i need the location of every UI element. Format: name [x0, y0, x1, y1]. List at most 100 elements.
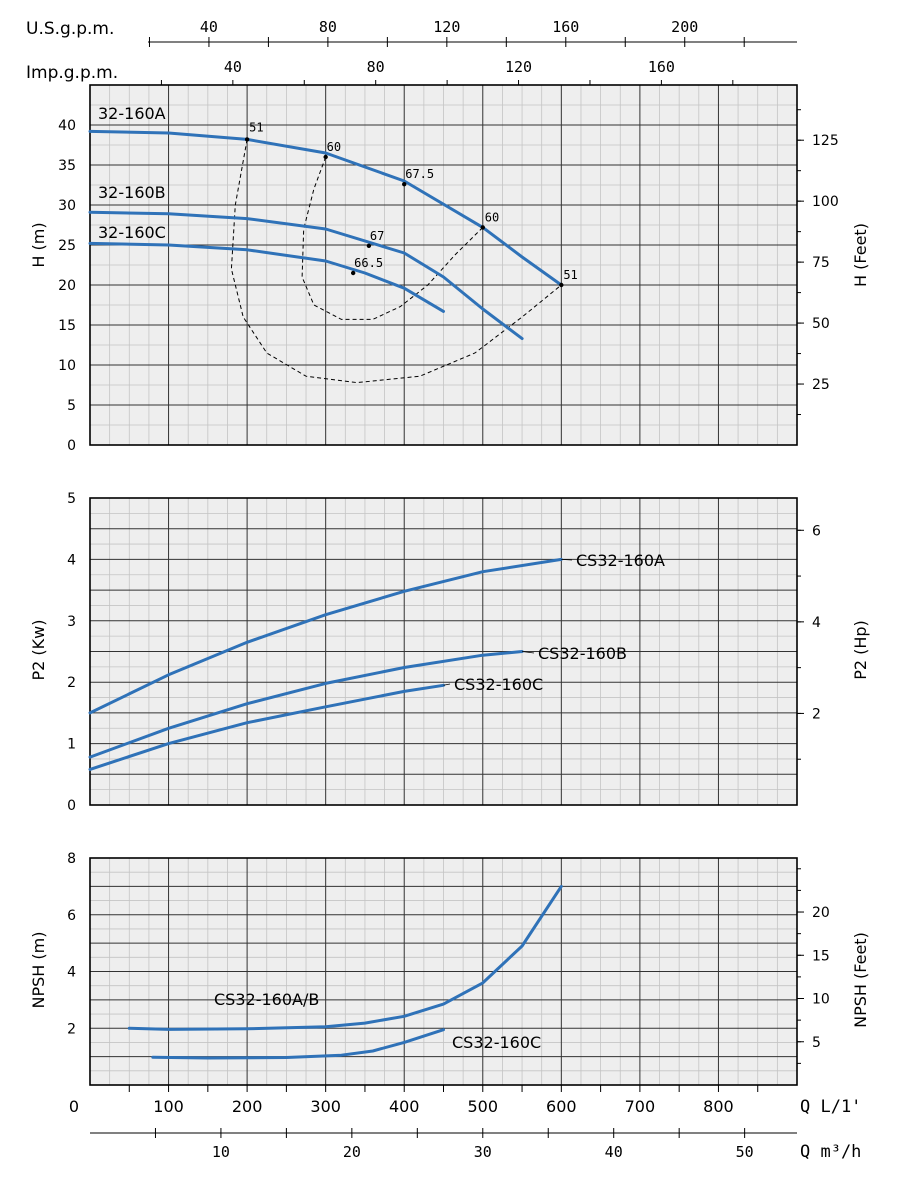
- power-y-tick-label: 3: [67, 614, 76, 630]
- series-label-cs32-160b: CS32-160B: [538, 644, 627, 663]
- q-m3h-tick-label: 10: [212, 1143, 230, 1161]
- efficiency-label-66.5: 66.5: [354, 256, 383, 270]
- usgpm-tick-label: 120: [433, 18, 460, 36]
- npsh-y2-tick-label: 20: [812, 905, 830, 921]
- head-y2-tick-label: 25: [812, 377, 830, 393]
- npsh-y-tick-label: 6: [67, 908, 76, 924]
- head-y2-tick-label: 100: [812, 194, 839, 210]
- head-y2-axis-label: H (Feet): [851, 223, 870, 287]
- head-y-tick-label: 15: [58, 318, 76, 334]
- q-lmin-tick-label: 700: [625, 1097, 656, 1116]
- power-y2-tick-label: 6: [812, 523, 821, 539]
- efficiency-isoline-51: [230, 139, 562, 384]
- power-y-tick-label: 4: [67, 552, 76, 568]
- series-label-32-160c: 32-160C: [98, 223, 166, 242]
- power-y-tick-label: 0: [67, 798, 76, 814]
- q-lmin-tick-label: 0: [69, 1097, 79, 1116]
- npsh-y2-axis-label: NPSH (Feet): [851, 932, 870, 1028]
- npsh-y2-tick-label: 5: [812, 1035, 821, 1051]
- head-y-tick-label: 0: [67, 438, 76, 454]
- series-label-cs32-160a/b: CS32-160A/B: [214, 990, 319, 1009]
- q-m3h-tick-label: 20: [343, 1143, 361, 1161]
- usgpm-tick-label: 160: [552, 18, 579, 36]
- npsh-y-axis-label: NPSH (m): [29, 932, 48, 1009]
- impgpm-tick-label: 80: [367, 58, 385, 76]
- series-label-cs32-160c: CS32-160C: [454, 675, 543, 694]
- series-32-160c: [88, 241, 445, 313]
- power-plot-border: [89, 497, 798, 806]
- power-y-tick-label: 5: [67, 491, 76, 507]
- npsh-y-tick-label: 4: [67, 965, 76, 981]
- efficiency-point-51: [244, 137, 250, 142]
- head-y-tick-label: 40: [58, 118, 76, 134]
- impgpm-tick-label: 120: [505, 58, 532, 76]
- series-leader-cs32-160c: [443, 683, 451, 686]
- power-y2-tick-label: 2: [812, 706, 821, 722]
- usgpm-tick-label: 80: [319, 18, 337, 36]
- efficiency-label-51: 51: [563, 268, 577, 282]
- q-lmin-axis-label: Q L/1': [800, 1097, 861, 1117]
- q-m3h-axis-label: Q m³/h: [800, 1142, 861, 1162]
- head-y-tick-label: 25: [58, 238, 76, 254]
- efficiency-point-51: [559, 282, 564, 288]
- head-y-tick-label: 20: [58, 278, 76, 294]
- q-lmin-tick-label: 800: [703, 1097, 734, 1116]
- efficiency-isoline-60: [301, 156, 484, 320]
- head-y2-tick-label: 125: [812, 133, 839, 149]
- head-y2-tick-label: 75: [812, 255, 830, 271]
- series-32-160a: [88, 129, 563, 287]
- impgpm-tick-label: 160: [648, 58, 675, 76]
- q-lmin-tick-label: 400: [389, 1097, 420, 1116]
- efficiency-point-67.5: [402, 182, 407, 187]
- q-lmin-tick-label: 200: [232, 1097, 263, 1116]
- q-lmin-tick-label: 300: [310, 1097, 341, 1116]
- efficiency-point-67: [366, 243, 372, 248]
- npsh-y-tick-label: 2: [67, 1021, 76, 1037]
- efficiency-label-60: 60: [327, 140, 341, 154]
- power-y-tick-label: 2: [67, 675, 76, 691]
- series-label-cs32-160a: CS32-160A: [576, 551, 665, 570]
- efficiency-label-60: 60: [485, 210, 499, 224]
- efficiency-point-66.5: [350, 270, 356, 276]
- power-y2-axis-label: P2 (Hp): [851, 620, 870, 680]
- power-y-tick-label: 1: [67, 737, 76, 753]
- impgpm-axis-label: Imp.g.p.m.: [26, 63, 118, 83]
- head-y-tick-label: 5: [67, 398, 76, 414]
- npsh-y-tick-label: 8: [67, 851, 76, 867]
- head-y2-tick-label: 50: [812, 316, 830, 332]
- efficiency-point-60: [480, 225, 485, 230]
- efficiency-label-67: 67: [370, 229, 384, 243]
- series-cs32-160c: [151, 1028, 445, 1060]
- head-plot-border: [89, 84, 798, 446]
- series-cs32-160a/b: [127, 884, 563, 1031]
- efficiency-label-51: 51: [249, 120, 263, 134]
- q-lmin-tick-label: 600: [546, 1097, 577, 1116]
- series-label-32-160b: 32-160B: [98, 183, 166, 202]
- head-y-axis-label: H (m): [29, 222, 48, 267]
- impgpm-tick-label: 40: [224, 58, 242, 76]
- npsh-y2-tick-label: 10: [812, 992, 830, 1008]
- series-label-32-160a: 32-160A: [98, 104, 166, 123]
- power-y2-tick-label: 4: [812, 615, 821, 631]
- power-y-axis-label: P2 (Kw): [29, 620, 48, 681]
- q-m3h-tick-label: 40: [605, 1143, 623, 1161]
- usgpm-tick-label: 40: [200, 18, 218, 36]
- efficiency-label-67.5: 67.5: [405, 167, 434, 181]
- series-leader-cs32-160a: [561, 559, 573, 561]
- q-lmin-tick-label: 500: [468, 1097, 499, 1116]
- head-y-tick-label: 30: [58, 198, 76, 214]
- npsh-y2-tick-label: 15: [812, 948, 830, 964]
- series-label-cs32-160c: CS32-160C: [452, 1033, 541, 1052]
- head-y-tick-label: 10: [58, 358, 76, 374]
- q-lmin-tick-label: 100: [153, 1097, 184, 1116]
- efficiency-point-60: [323, 154, 328, 160]
- series-cs32-160b: [88, 650, 524, 759]
- q-m3h-tick-label: 30: [474, 1143, 492, 1161]
- series-cs32-160c: [88, 683, 445, 771]
- series-32-160b: [88, 210, 524, 341]
- usgpm-tick-label: 200: [671, 18, 698, 36]
- series-cs32-160a: [88, 557, 563, 715]
- head-y-tick-label: 35: [58, 158, 76, 174]
